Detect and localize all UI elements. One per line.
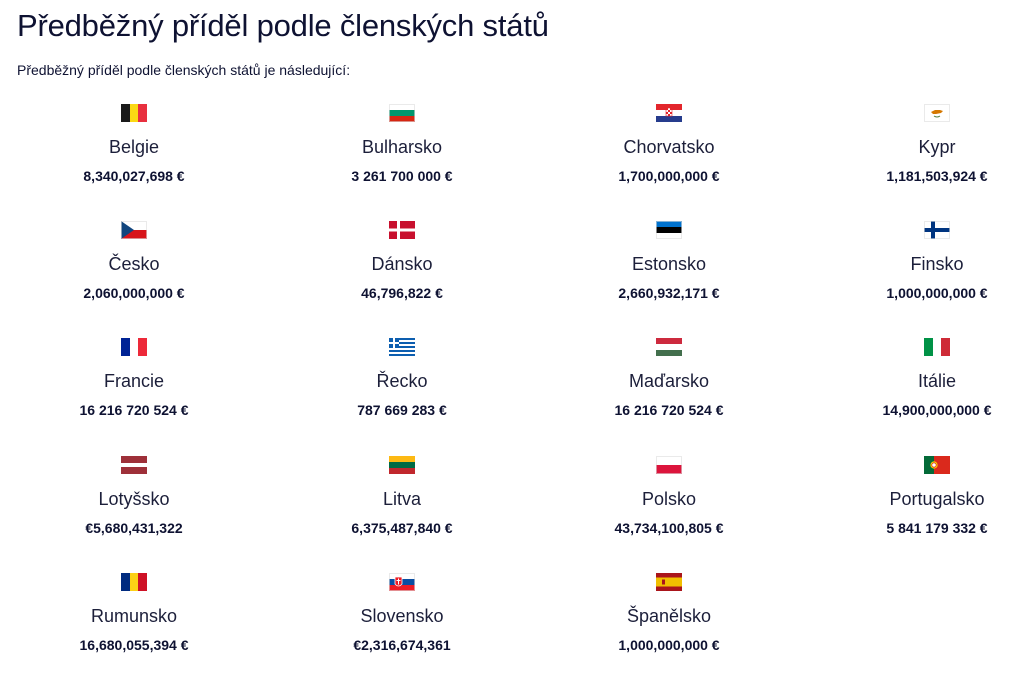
country-name: Litva: [382, 489, 422, 509]
allocation-amount: 3 261 700 000 €: [351, 168, 453, 184]
country-name: Portugalsko: [889, 489, 985, 509]
bulgaria-flag-icon: [389, 104, 415, 122]
country-name: Bulharsko: [361, 137, 443, 157]
country-card-madarsko: Maďarsko 16 216 720 524 €: [549, 334, 789, 419]
country-row: Česko 2,060,000,000 € Dánsko 46,796,822 …: [0, 217, 1023, 317]
country-card-belgie: Belgie 8,340,027,698 €: [14, 100, 254, 185]
country-name: Česko: [108, 254, 160, 274]
country-row: Rumunsko 16,680,055,394 € Slovensko €2,3…: [0, 569, 1023, 669]
allocation-amount: €2,316,674,361: [353, 637, 451, 653]
country-card-spanelsko: Španělsko 1,000,000,000 €: [549, 569, 789, 654]
portugal-flag-icon: [924, 456, 950, 474]
denmark-flag-icon: [389, 221, 415, 239]
country-name: Rumunsko: [90, 606, 178, 626]
country-card-finsko: Finsko 1,000,000,000 €: [817, 217, 1023, 302]
country-row: Francie 16 216 720 524 € Řecko 787 669 2…: [0, 334, 1023, 434]
country-card-slovensko: Slovensko €2,316,674,361: [282, 569, 522, 654]
greece-flag-icon: [389, 338, 415, 356]
country-name: Belgie: [108, 137, 160, 157]
page-title: Předběžný příděl podle členských států: [17, 8, 549, 43]
allocation-amount: 6,375,487,840 €: [351, 520, 453, 536]
france-flag-icon: [121, 338, 147, 356]
country-name: Estonsko: [631, 254, 707, 274]
country-name: Španělsko: [626, 606, 712, 626]
allocation-amount: 16 216 720 524 €: [614, 402, 724, 418]
country-name: Lotyšsko: [98, 489, 170, 509]
allocation-amount: 2,660,932,171 €: [618, 285, 720, 301]
allocation-amount: 46,796,822 €: [361, 285, 443, 301]
hungary-flag-icon: [656, 338, 682, 356]
country-card-recko: Řecko 787 669 283 €: [282, 334, 522, 419]
allocation-amount: 787 669 283 €: [357, 402, 447, 418]
country-card-estonsko: Estonsko 2,660,932,171 €: [549, 217, 789, 302]
poland-flag-icon: [656, 456, 682, 474]
country-card-lotysko: Lotyšsko €5,680,431,322: [14, 452, 254, 537]
croatia-flag-icon: [656, 104, 682, 122]
allocation-amount: 1,700,000,000 €: [618, 168, 720, 184]
country-name: Dánsko: [371, 254, 433, 274]
country-card-bulharsko: Bulharsko 3 261 700 000 €: [282, 100, 522, 185]
country-name: Francie: [103, 371, 165, 391]
country-card-kypr: Kypr 1,181,503,924 €: [817, 100, 1023, 185]
italy-flag-icon: [924, 338, 950, 356]
country-name: Polsko: [641, 489, 697, 509]
country-card-portugalsko: Portugalsko 5 841 179 332 €: [817, 452, 1023, 537]
allocation-amount: 8,340,027,698 €: [83, 168, 185, 184]
country-name: Maďarsko: [628, 371, 710, 391]
slovakia-flag-icon: [389, 573, 415, 591]
estonia-flag-icon: [656, 221, 682, 239]
lithuania-flag-icon: [389, 456, 415, 474]
belgium-flag-icon: [121, 104, 147, 122]
allocation-amount: 1,181,503,924 €: [886, 168, 988, 184]
country-name: Chorvatsko: [623, 137, 715, 157]
allocation-amount: 16,680,055,394 €: [79, 637, 189, 653]
allocation-amount: 1,000,000,000 €: [618, 637, 720, 653]
country-card-italie: Itálie 14,900,000,000 €: [817, 334, 1023, 419]
country-card-chorvatsko: Chorvatsko 1,700,000,000 €: [549, 100, 789, 185]
country-name: Řecko: [376, 371, 428, 391]
country-card-cesko: Česko 2,060,000,000 €: [14, 217, 254, 302]
country-card-francie: Francie 16 216 720 524 €: [14, 334, 254, 419]
allocation-amount: 1,000,000,000 €: [886, 285, 988, 301]
allocation-amount: 5 841 179 332 €: [886, 520, 988, 536]
romania-flag-icon: [121, 573, 147, 591]
country-card-litva: Litva 6,375,487,840 €: [282, 452, 522, 537]
country-row: Lotyšsko €5,680,431,322 Litva 6,375,487,…: [0, 452, 1023, 552]
allocation-amount: 16 216 720 524 €: [79, 402, 189, 418]
allocation-amount: 14,900,000,000 €: [882, 402, 992, 418]
country-name: Slovensko: [360, 606, 444, 626]
cyprus-flag-icon: [924, 104, 950, 122]
country-card-rumunsko: Rumunsko 16,680,055,394 €: [14, 569, 254, 654]
czechia-flag-icon: [121, 221, 147, 239]
country-card-dansko: Dánsko 46,796,822 €: [282, 217, 522, 302]
country-card-polsko: Polsko 43,734,100,805 €: [549, 452, 789, 537]
latvia-flag-icon: [121, 456, 147, 474]
country-name: Finsko: [910, 254, 964, 274]
country-row: Belgie 8,340,027,698 € Bulharsko 3 261 7…: [0, 100, 1023, 200]
allocation-amount: 43,734,100,805 €: [614, 520, 724, 536]
spain-flag-icon: [656, 573, 682, 591]
allocation-amount: 2,060,000,000 €: [83, 285, 185, 301]
allocation-amount: €5,680,431,322: [85, 520, 183, 536]
country-name: Kypr: [918, 137, 956, 157]
country-name: Itálie: [917, 371, 957, 391]
finland-flag-icon: [924, 221, 950, 239]
intro-text: Předběžný příděl podle členských států j…: [17, 62, 351, 78]
